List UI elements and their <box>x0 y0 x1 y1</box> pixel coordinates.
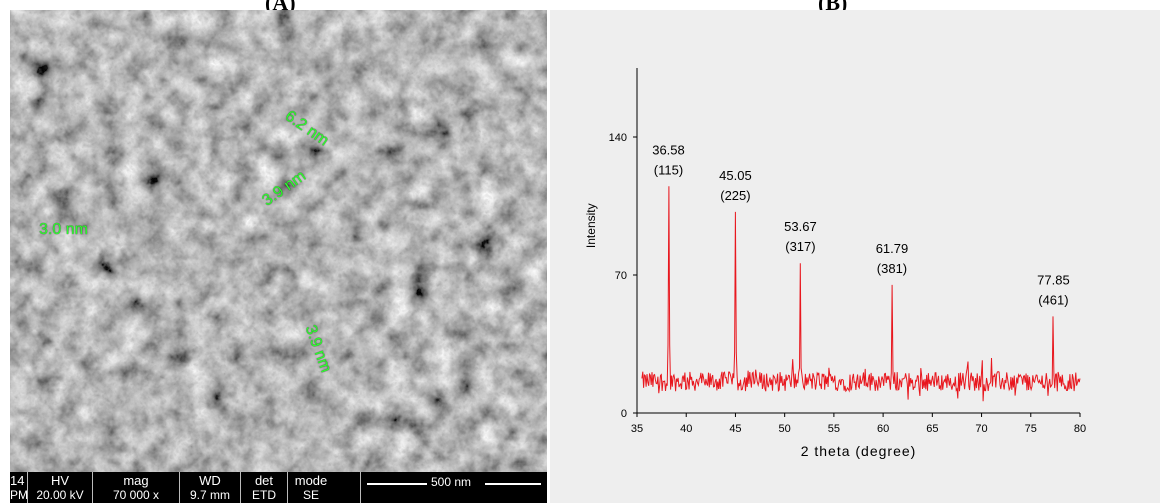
y-axis-label: Intensity <box>584 203 598 248</box>
hv-value: 20.00 kV <box>36 488 84 502</box>
x-tick-label: 35 <box>631 423 643 435</box>
peak-position-label: 45.05 <box>719 168 752 183</box>
x-tick-label: 60 <box>877 423 889 435</box>
mag-value: 70 000 x <box>112 488 160 502</box>
y-tick-label: 70 <box>615 270 627 282</box>
sem-texture <box>10 10 547 503</box>
scale-bar-line <box>485 483 541 485</box>
wd-header: WD <box>199 473 221 488</box>
peak-index-label: (461) <box>1038 292 1068 307</box>
peak-position-label: 53.67 <box>784 219 817 234</box>
peak-index-label: (225) <box>720 188 750 203</box>
x-tick-label: 80 <box>1074 423 1086 435</box>
peak-position-label: 77.85 <box>1037 272 1070 287</box>
x-tick-label: 75 <box>1025 423 1037 435</box>
measurement-label: 3.0 nm <box>39 221 88 238</box>
mode-value: SE <box>302 488 319 502</box>
scale-bar-label: 500 nm <box>431 475 472 489</box>
peak-position-label: 36.58 <box>652 142 685 157</box>
mag-header: mag <box>123 473 149 488</box>
xrd-trace <box>641 186 1081 402</box>
peak-index-label: (381) <box>877 261 907 276</box>
xrd-chart-panel: 35 40 45 50 55 60 65 70 75 80 0 70 140 36.58 (115) 45.… <box>550 10 1160 503</box>
hv-header: HV <box>50 473 70 488</box>
x-tick-label: 65 <box>926 423 938 435</box>
x-tick-label: 70 <box>975 423 987 435</box>
mode-header: mode <box>294 473 328 488</box>
det-value: ETD <box>252 488 276 502</box>
sem-micrograph: 6.2 nm 3.9 nm 3.0 nm 3.9 nm 14 PM HV 20.… <box>10 10 547 503</box>
peak-position-label: 61.79 <box>876 241 909 256</box>
time-value: 14 <box>10 473 25 488</box>
y-tick-label: 0 <box>621 408 627 420</box>
wd-value: 9.7 mm <box>189 488 230 502</box>
xrd-chart: 35 40 45 50 55 60 65 70 75 80 0 70 140 36.58 (115) 45.… <box>584 68 1086 459</box>
x-tick-label: 55 <box>828 423 840 435</box>
x-tick-label: 50 <box>779 423 791 435</box>
y-tick-label: 140 <box>609 132 627 144</box>
sem-info-bar: 14 PM HV 20.00 kV mag 70 000 x WD 9.7 mm… <box>10 472 547 503</box>
x-tick-label: 45 <box>729 423 741 435</box>
peak-index-label: (317) <box>785 239 815 254</box>
scale-bar: 500 nm <box>360 472 547 503</box>
time-period: PM <box>10 488 28 502</box>
x-tick-label: 40 <box>680 423 692 435</box>
x-axis-label: 2 theta (degree) <box>801 443 917 459</box>
scale-bar-line <box>367 483 427 485</box>
det-header: det <box>254 473 274 488</box>
peak-index-label: (115) <box>654 162 683 177</box>
